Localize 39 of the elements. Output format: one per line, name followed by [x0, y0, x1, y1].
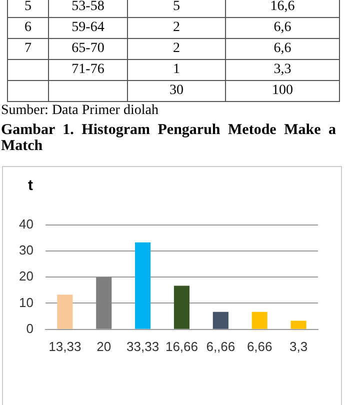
text: 16,6: [226, 0, 340, 18]
bar: [252, 312, 268, 329]
bar: [135, 242, 151, 329]
text: 2: [128, 18, 226, 38]
x-tick-label: 6,,66: [206, 338, 236, 354]
bar: [174, 286, 190, 329]
text: 5: [8, 0, 48, 18]
x-tick-label: 13,33: [48, 338, 82, 354]
text: 100: [226, 80, 340, 102]
text: 5: [128, 0, 226, 18]
y-tick-label: 0: [26, 320, 34, 336]
text: 65-70: [48, 38, 128, 60]
y-tick-label: 10: [18, 294, 34, 310]
text: 2: [128, 38, 226, 60]
x-tick-label: 33,33: [126, 338, 160, 354]
text: 3,3: [226, 60, 340, 80]
bar: [212, 312, 228, 329]
x-tick-label: 20: [96, 338, 112, 354]
text: 6,6: [226, 18, 340, 38]
text: 53-58: [48, 0, 128, 18]
x-tick-label: 16,66: [165, 338, 198, 354]
bar: [57, 294, 73, 329]
text: 71-76: [48, 60, 128, 80]
x-tick-label: 6,66: [246, 338, 272, 354]
text: 6: [8, 18, 48, 38]
y-tick-label: 30: [18, 242, 34, 258]
text: 6,6: [226, 38, 340, 60]
text: 30: [128, 80, 226, 102]
text: 59-64: [48, 18, 128, 38]
bar: [96, 277, 112, 329]
y-axis-title: t: [28, 177, 33, 194]
y-tick-label: 40: [18, 216, 34, 232]
text: Sumber: Data Primer diolah: [1, 103, 160, 119]
text: 1: [128, 60, 226, 80]
text: 7: [8, 38, 48, 60]
bar: [290, 320, 306, 329]
y-tick-label: 20: [18, 268, 34, 284]
x-tick-label: 3,3: [289, 338, 308, 354]
chart-title: Gambar 1. Histogram Pengaruh Metode Make a Match: [1, 122, 336, 154]
